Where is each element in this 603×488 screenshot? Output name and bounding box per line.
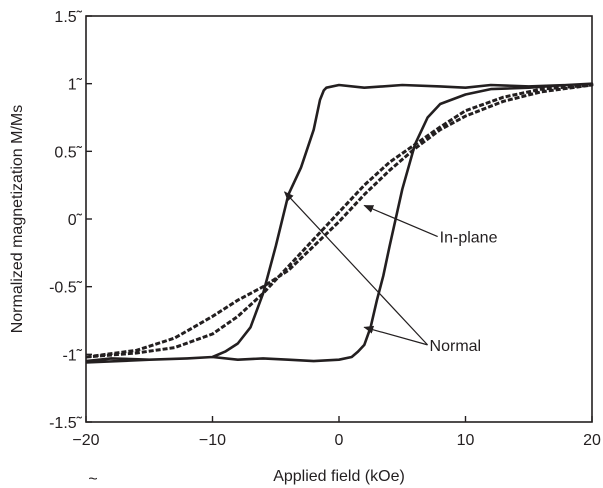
y-tick-label: -1˜	[62, 347, 82, 364]
annotation-label: Normal	[430, 338, 482, 355]
y-tick-label: -0.5˜	[49, 280, 83, 297]
x-axis-title: Applied field (kOe)	[273, 468, 405, 485]
data-series	[85, 82, 594, 364]
in-plane-loop-line	[85, 83, 594, 359]
y-tick-label: 0˜	[68, 212, 83, 229]
annotation-arrow	[283, 191, 428, 346]
annotations: In-plane Normal	[283, 191, 498, 355]
normal-loop-line	[85, 82, 594, 364]
y-tick-label: 0.5˜	[54, 144, 82, 161]
y-tick-label: -1.5˜	[49, 415, 83, 432]
x-tick-label: 0	[335, 432, 344, 449]
x-tick-label: 10	[457, 432, 475, 449]
annotation-arrow	[363, 204, 438, 238]
axis-ticks: −20 −10 0 10 20 -1.5˜ -1˜ -0.5˜ 0˜ 0.5˜ 1˜ 1.5˜	[49, 9, 601, 449]
x-tick-label: −20	[72, 432, 99, 449]
stray-tilde-mark: ~	[88, 471, 97, 488]
x-tick-label: −10	[199, 432, 226, 449]
y-tick-label: 1.5˜	[54, 9, 82, 26]
y-axis-title: Normalized magnetization M/Ms	[9, 105, 26, 334]
plot-frame	[85, 15, 593, 423]
x-tick-label: 20	[583, 432, 601, 449]
y-tick-label: 1˜	[68, 77, 83, 94]
annotation-arrow	[363, 325, 428, 346]
annotation-label: In-plane	[440, 230, 498, 247]
